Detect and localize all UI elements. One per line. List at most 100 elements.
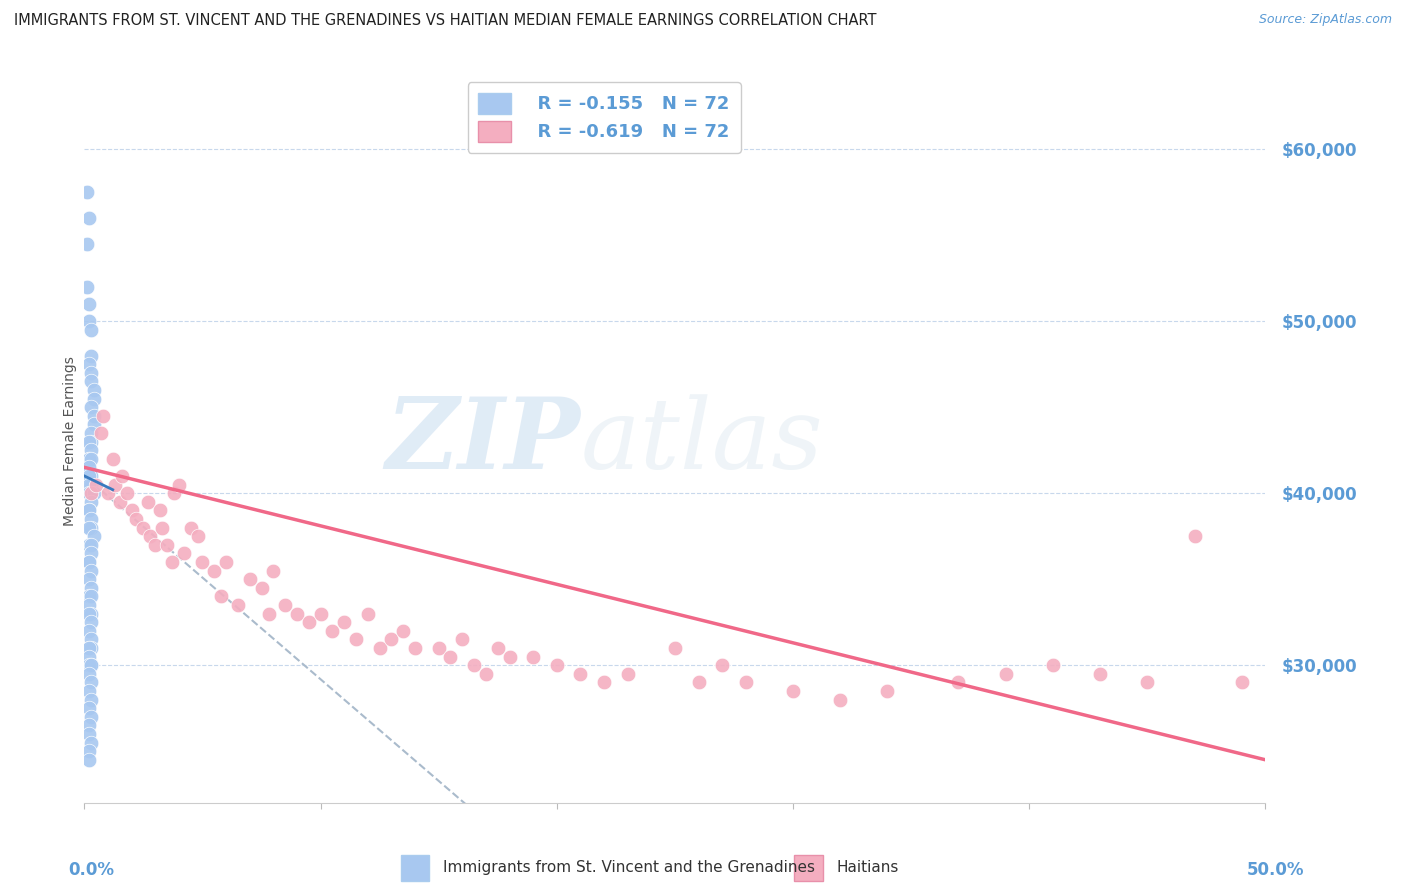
- Point: [215, 555, 238, 569]
- Point: [569, 666, 592, 681]
- Point: [475, 666, 498, 681]
- Point: [77, 640, 100, 655]
- Point: [77, 357, 100, 371]
- Point: [80, 692, 103, 706]
- Y-axis label: Median Female Earnings: Median Female Earnings: [63, 357, 77, 526]
- Point: [77, 684, 100, 698]
- Point: [77, 503, 100, 517]
- Point: [994, 666, 1017, 681]
- Point: [593, 675, 616, 690]
- Point: [80, 366, 103, 380]
- Point: [125, 512, 148, 526]
- Point: [427, 640, 450, 655]
- Point: [91, 409, 114, 423]
- Point: [77, 314, 100, 328]
- Point: [77, 649, 100, 664]
- Point: [83, 529, 105, 543]
- Point: [80, 581, 103, 595]
- Point: [150, 520, 173, 534]
- Point: [80, 538, 103, 552]
- Point: [77, 451, 100, 466]
- Point: [77, 718, 100, 732]
- Point: [80, 658, 103, 673]
- Point: [226, 598, 249, 612]
- Point: [80, 546, 103, 560]
- Point: [80, 425, 103, 440]
- Point: [173, 546, 195, 560]
- Point: [163, 486, 186, 500]
- Point: [121, 503, 143, 517]
- Point: [734, 675, 756, 690]
- Point: [522, 649, 544, 664]
- Point: [187, 529, 209, 543]
- Point: [132, 520, 155, 534]
- Point: [80, 590, 103, 604]
- Point: [143, 538, 166, 552]
- Text: 50.0%: 50.0%: [1247, 861, 1303, 879]
- Point: [80, 735, 103, 749]
- Point: [298, 615, 321, 630]
- Point: [115, 486, 138, 500]
- Point: [80, 607, 103, 621]
- Point: [101, 451, 124, 466]
- Point: [451, 632, 474, 647]
- Point: [77, 590, 100, 604]
- Point: [1136, 675, 1159, 690]
- Point: [84, 477, 107, 491]
- Point: [77, 624, 100, 638]
- Point: [77, 555, 100, 569]
- Point: [80, 640, 103, 655]
- Point: [80, 469, 103, 483]
- Point: [80, 486, 103, 500]
- Point: [782, 684, 804, 698]
- Point: [357, 607, 380, 621]
- Legend:   R = -0.155   N = 72,   R = -0.619   N = 72: R = -0.155 N = 72, R = -0.619 N = 72: [468, 82, 741, 153]
- Point: [77, 469, 100, 483]
- Point: [463, 658, 485, 673]
- Point: [830, 692, 852, 706]
- Point: [77, 538, 100, 552]
- Point: [80, 434, 103, 449]
- Point: [90, 425, 112, 440]
- Text: ZIP: ZIP: [385, 393, 581, 490]
- Point: [191, 555, 214, 569]
- Point: [1088, 666, 1111, 681]
- Point: [80, 400, 103, 414]
- Point: [97, 486, 120, 500]
- Point: [76, 185, 98, 199]
- Point: [77, 598, 100, 612]
- Point: [149, 503, 172, 517]
- Point: [392, 624, 415, 638]
- Text: 0.0%: 0.0%: [69, 861, 114, 879]
- Point: [80, 675, 103, 690]
- Point: [77, 460, 100, 475]
- Point: [309, 607, 332, 621]
- Point: [498, 649, 520, 664]
- Point: [77, 658, 100, 673]
- Point: [77, 434, 100, 449]
- Point: [83, 417, 105, 432]
- Point: [439, 649, 461, 664]
- Point: [80, 451, 103, 466]
- Point: [80, 494, 103, 508]
- Point: [76, 279, 98, 293]
- Point: [616, 666, 638, 681]
- Point: [77, 744, 100, 758]
- Point: [80, 477, 103, 491]
- Point: [76, 236, 98, 251]
- Point: [108, 494, 131, 508]
- Point: [80, 632, 103, 647]
- Point: [77, 486, 100, 500]
- Point: [83, 383, 105, 397]
- Point: [77, 753, 100, 767]
- Point: [80, 710, 103, 724]
- Point: [80, 520, 103, 534]
- Point: [167, 477, 190, 491]
- Point: [380, 632, 402, 647]
- Point: [80, 512, 103, 526]
- Text: atlas: atlas: [581, 394, 823, 489]
- Point: [711, 658, 734, 673]
- Point: [77, 572, 100, 586]
- Point: [77, 211, 100, 225]
- Point: [80, 443, 103, 458]
